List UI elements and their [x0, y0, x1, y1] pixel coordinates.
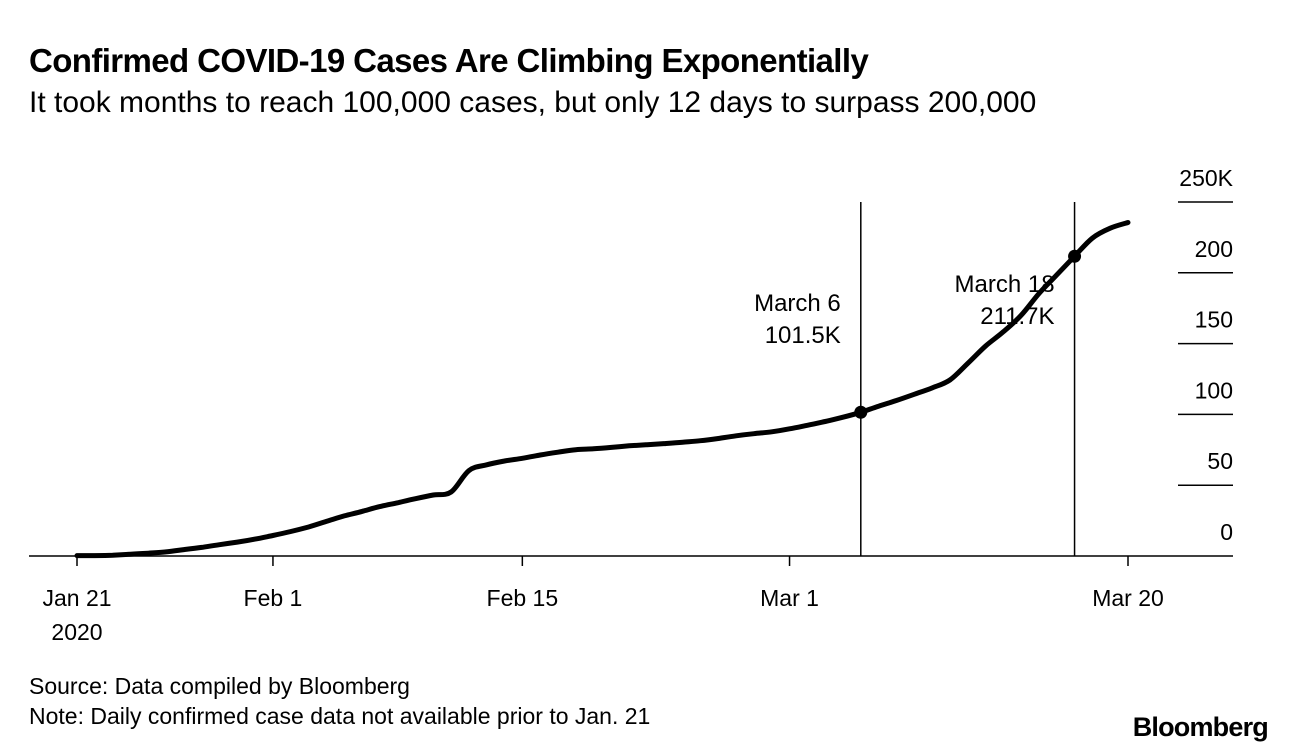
y-tick-label: 100: [1195, 377, 1233, 403]
x-tick-sublabel: 2020: [51, 619, 102, 645]
annotation-value-label: 211.7K: [980, 303, 1054, 330]
data-note: Note: Daily confirmed case data not avai…: [29, 703, 651, 729]
x-tick-label: Mar 1: [760, 585, 819, 611]
y-tick-label: 0: [1220, 519, 1233, 545]
annotation-date-label: March 6: [754, 290, 841, 317]
x-tick-label: Feb 1: [244, 585, 303, 611]
y-tick-label: 150: [1195, 307, 1233, 333]
annotation-point: [854, 405, 868, 419]
x-tick-label: Jan 21: [42, 585, 111, 611]
source-note: Source: Data compiled by Bloomberg: [29, 673, 410, 699]
bloomberg-logo: Bloomberg: [1132, 712, 1269, 742]
y-tick-label: 200: [1195, 236, 1233, 262]
annotation-value-label: 101.5K: [765, 322, 841, 349]
annotation-date-label: March 18: [955, 271, 1055, 298]
x-tick-label: Feb 15: [487, 585, 559, 611]
x-tick-label: Mar 20: [1092, 585, 1164, 611]
cases-series-line: [74, 220, 1131, 559]
y-tick-label: 250K: [1179, 165, 1233, 191]
chart-title: Confirmed COVID-19 Cases Are Climbing Ex…: [29, 42, 869, 79]
y-tick-label: 50: [1207, 448, 1233, 474]
chart-subtitle: It took months to reach 100,000 cases, b…: [29, 86, 1037, 119]
annotation-point: [1068, 249, 1082, 263]
